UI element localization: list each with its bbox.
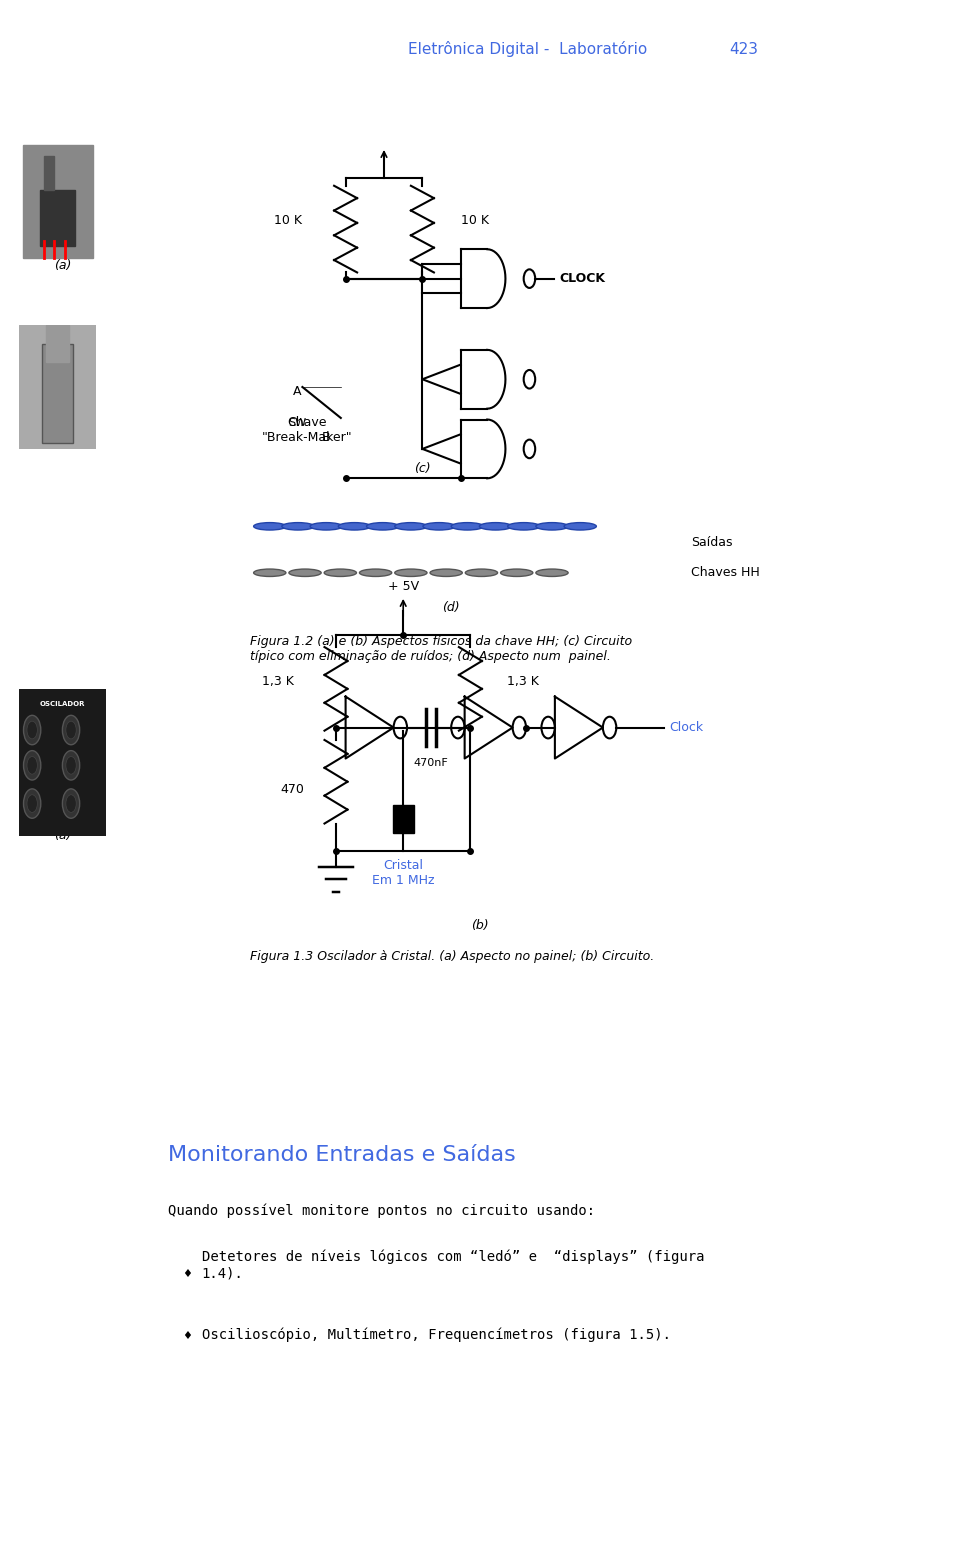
- Circle shape: [62, 751, 80, 780]
- Circle shape: [289, 570, 322, 576]
- Circle shape: [27, 721, 37, 738]
- Text: (a): (a): [54, 830, 71, 842]
- Circle shape: [395, 570, 427, 576]
- Text: 10 K: 10 K: [274, 215, 302, 228]
- Text: Monitorando Entradas e Saídas: Monitorando Entradas e Saídas: [168, 1146, 516, 1166]
- Text: A: A: [294, 385, 301, 398]
- Text: 10 K: 10 K: [461, 215, 490, 228]
- Circle shape: [23, 715, 40, 745]
- Circle shape: [451, 523, 484, 529]
- Bar: [43, 156, 54, 190]
- Text: OSCILADOR: OSCILADOR: [39, 701, 85, 706]
- Circle shape: [66, 794, 76, 813]
- Circle shape: [508, 523, 540, 529]
- Text: Saídas: Saídas: [691, 537, 732, 550]
- Circle shape: [338, 523, 371, 529]
- Circle shape: [479, 523, 512, 529]
- Text: Quando possível monitore pontos no circuito usando:: Quando possível monitore pontos no circu…: [168, 1204, 595, 1218]
- Circle shape: [62, 789, 80, 819]
- Circle shape: [466, 570, 497, 576]
- Text: 470: 470: [281, 783, 304, 796]
- Text: 1,3 K: 1,3 K: [507, 675, 540, 687]
- Text: (a): (a): [54, 260, 71, 272]
- Bar: [393, 805, 414, 833]
- Text: + 5V: + 5V: [388, 580, 419, 593]
- Text: Oscilioscópio, Multímetro, Frequencímetros (figura 1.5).: Oscilioscópio, Multímetro, Frequencímetr…: [202, 1328, 671, 1342]
- Text: B: B: [323, 432, 330, 444]
- Circle shape: [253, 570, 286, 576]
- Text: 423: 423: [730, 42, 758, 57]
- Circle shape: [500, 570, 533, 576]
- Text: ♦: ♦: [182, 1331, 192, 1341]
- Circle shape: [62, 715, 80, 745]
- Circle shape: [253, 523, 286, 529]
- Text: (d): (d): [443, 602, 460, 615]
- Text: Clock: Clock: [669, 721, 704, 734]
- Text: Figura 1.3 Oscilador à Cristal. (a) Aspecto no painel; (b) Circuito.: Figura 1.3 Oscilador à Cristal. (a) Aspe…: [250, 950, 654, 963]
- Text: Chave
"Break-Maker": Chave "Break-Maker": [262, 416, 352, 444]
- Text: 470nF: 470nF: [414, 759, 448, 768]
- Circle shape: [536, 523, 568, 529]
- Text: SW: SW: [289, 418, 306, 427]
- Circle shape: [430, 570, 463, 576]
- Circle shape: [27, 757, 37, 774]
- Circle shape: [324, 570, 356, 576]
- Circle shape: [66, 721, 76, 738]
- Text: Figura 1.2 (a) e (b) Aspectos físicos da chave HH; (c) Circuito
típico com elimi: Figura 1.2 (a) e (b) Aspectos físicos da…: [250, 635, 632, 663]
- Circle shape: [282, 523, 314, 529]
- Circle shape: [564, 523, 596, 529]
- Circle shape: [23, 789, 40, 819]
- Circle shape: [359, 570, 392, 576]
- Text: Cristal
Em 1 MHz: Cristal Em 1 MHz: [372, 859, 435, 887]
- Text: (c): (c): [414, 463, 431, 475]
- Text: (b): (b): [54, 432, 71, 444]
- Bar: [46, 325, 69, 362]
- Circle shape: [310, 523, 343, 529]
- Circle shape: [27, 794, 37, 813]
- Text: 1,3 K: 1,3 K: [262, 675, 295, 687]
- Text: Eletrônica Digital -  Laboratório: Eletrônica Digital - Laboratório: [408, 42, 647, 57]
- Circle shape: [367, 523, 398, 529]
- Circle shape: [395, 523, 427, 529]
- Bar: [40, 190, 75, 246]
- Circle shape: [423, 523, 455, 529]
- Bar: [42, 344, 73, 443]
- Text: ♦: ♦: [182, 1269, 192, 1279]
- Circle shape: [66, 757, 76, 774]
- Circle shape: [23, 751, 40, 780]
- Text: Chaves HH: Chaves HH: [691, 567, 760, 579]
- Text: Detetores de níveis lógicos com “ledó” e  “displays” (figura
1.4).: Detetores de níveis lógicos com “ledó” e…: [202, 1249, 704, 1280]
- Circle shape: [536, 570, 568, 576]
- Text: (b): (b): [471, 920, 489, 932]
- Text: CLOCK: CLOCK: [559, 272, 605, 285]
